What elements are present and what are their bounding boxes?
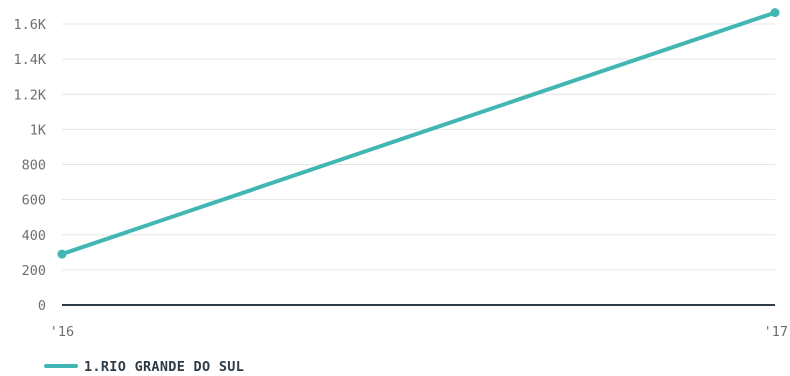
y-tick-label: 600 <box>22 193 46 209</box>
data-point[interactable] <box>770 8 780 18</box>
y-tick-label: 0 <box>38 298 46 314</box>
series-lines <box>57 8 780 259</box>
y-tick-label: 1.2K <box>13 87 46 103</box>
y-tick-label: 1.4K <box>13 52 46 68</box>
gridlines <box>62 23 775 306</box>
y-tick-label: 200 <box>22 263 46 279</box>
y-axis-ticks: 0 200 400 600 800 1K 1.2K 1.4K 1.6K <box>13 17 46 314</box>
x-axis-ticks: '16 '17 <box>50 324 788 340</box>
y-tick-label: 1.6K <box>13 17 46 33</box>
x-tick-label: '16 <box>50 324 74 340</box>
data-point[interactable] <box>57 249 67 259</box>
legend-label[interactable]: 1.RIO GRANDE DO SUL <box>84 359 244 375</box>
y-tick-label: 1K <box>30 122 47 138</box>
y-tick-label: 800 <box>22 158 46 174</box>
legend[interactable]: 1.RIO GRANDE DO SUL <box>44 359 244 375</box>
x-tick-label: '17 <box>764 324 788 340</box>
y-tick-label: 400 <box>22 228 46 244</box>
series-line[interactable] <box>60 10 777 257</box>
